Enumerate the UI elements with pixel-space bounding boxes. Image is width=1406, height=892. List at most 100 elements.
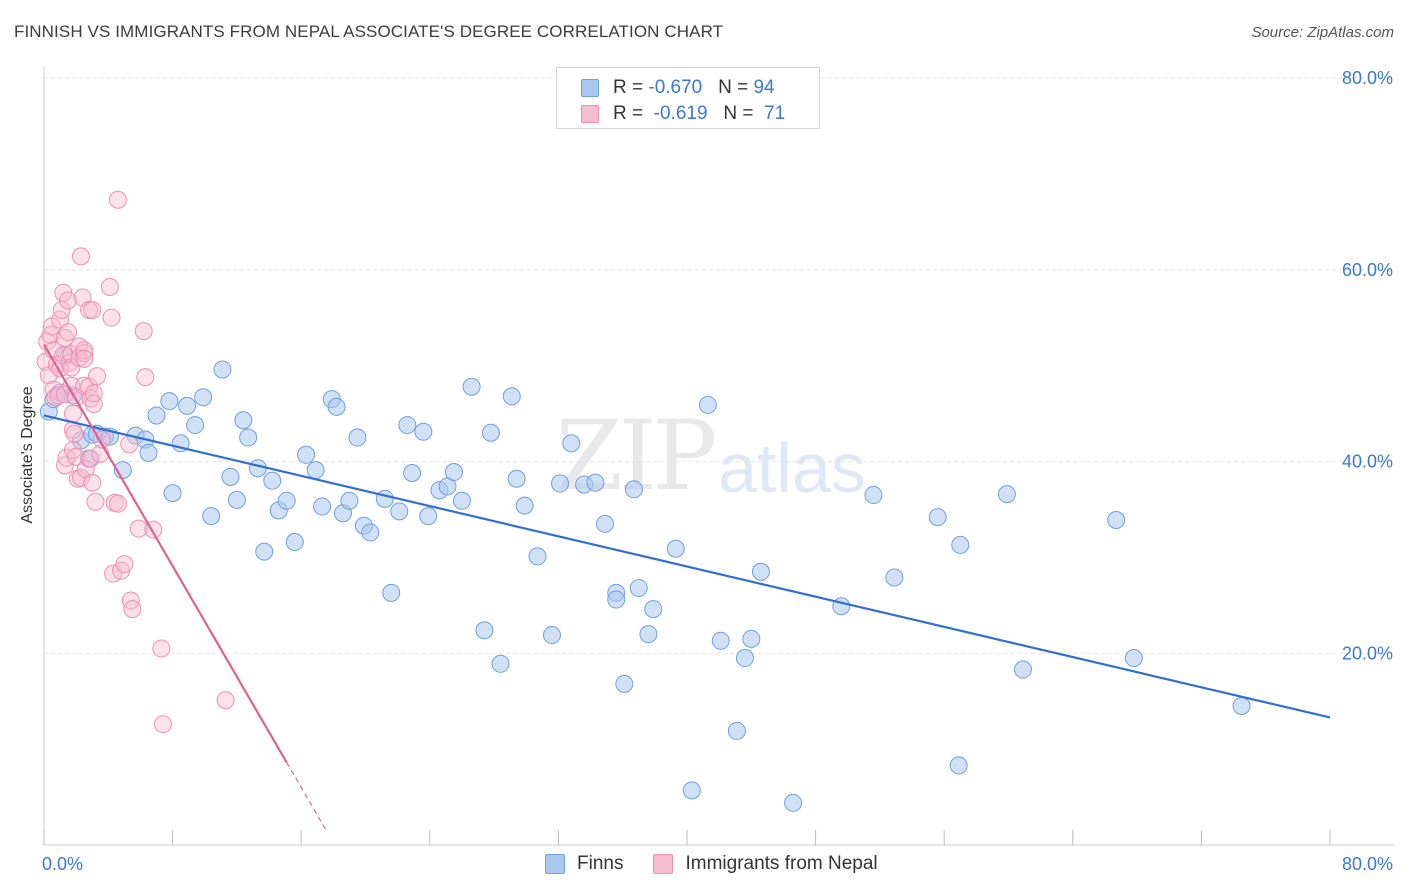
finns-point	[644, 600, 663, 619]
tick-labels: 20.0% 40.0% 60.0% 80.0% 0.0% 80.0%	[42, 68, 1393, 874]
nepal-swatch	[581, 105, 599, 123]
nepal-point	[59, 323, 78, 342]
finns-point	[542, 626, 561, 645]
finns-point	[340, 491, 359, 510]
finns-point	[255, 542, 274, 561]
finns-point	[742, 629, 761, 648]
finns-point	[178, 396, 197, 415]
nepal-point	[108, 494, 127, 513]
finns-point	[507, 469, 526, 488]
finns-point	[607, 590, 626, 609]
finns-point	[751, 562, 770, 581]
legend-label-finns: Finns	[577, 853, 624, 874]
nepal-point	[65, 424, 84, 443]
nepal-point	[153, 715, 172, 734]
r-label: R =	[613, 103, 649, 124]
nepal-point	[75, 349, 94, 368]
finns-point	[951, 535, 970, 554]
nepal-trend-line-extension	[286, 762, 328, 832]
y-tick-label: 80.0%	[1342, 68, 1393, 88]
finns-point	[481, 423, 500, 442]
y-tick-label: 20.0%	[1342, 643, 1393, 663]
finns-point	[147, 406, 166, 425]
finns-point	[398, 416, 417, 435]
x-tick-label: 0.0%	[42, 854, 83, 874]
finns-point	[551, 474, 570, 493]
finns-point	[711, 631, 730, 650]
finns-point	[163, 484, 182, 503]
nepal-point	[67, 447, 86, 466]
finns-point	[186, 416, 205, 435]
finns-trend-line	[43, 414, 1331, 719]
finns-point	[403, 464, 422, 483]
n-value: 94	[753, 77, 775, 98]
finns-point	[160, 392, 179, 411]
finns-point	[327, 397, 346, 416]
finns-point	[475, 621, 494, 640]
nepal-point	[49, 386, 68, 405]
y-tick-label: 40.0%	[1342, 452, 1393, 472]
series-legend: Finns Immigrants from Nepal	[545, 852, 908, 876]
nepal-point	[120, 435, 139, 454]
legend-label-nepal: Immigrants from Nepal	[685, 853, 878, 874]
legend-row-nepal-text: R = -0.619 N = 71	[613, 103, 785, 125]
nepal-point	[129, 519, 148, 538]
nepal-point	[71, 247, 90, 266]
finns-point	[666, 539, 685, 558]
finns-point	[375, 489, 394, 508]
n-label: N =	[718, 77, 754, 98]
finns-legend-swatch	[545, 854, 565, 874]
nepal-point	[63, 404, 82, 423]
nepal-point	[123, 600, 142, 619]
nepal-point	[59, 291, 78, 310]
y-tick-label: 60.0%	[1342, 260, 1393, 280]
finns-point	[306, 461, 325, 480]
finns-swatch	[581, 79, 599, 97]
nepal-point	[44, 380, 63, 399]
finns-point	[928, 508, 947, 527]
finns-point	[727, 721, 746, 740]
nepal-point	[81, 449, 100, 468]
chart-title: FINNISH VS IMMIGRANTS FROM NEPAL ASSOCIA…	[14, 22, 724, 41]
nepal-point	[83, 301, 102, 320]
watermark-atlas: atlas	[718, 429, 866, 507]
nepal-point	[57, 448, 76, 467]
nepal-point	[152, 639, 171, 658]
finns-point	[297, 445, 316, 464]
nepal-legend-swatch	[653, 854, 674, 874]
finns-point	[528, 547, 547, 566]
finns-point	[502, 387, 521, 406]
finns-point	[698, 395, 717, 414]
finns-point	[682, 781, 701, 800]
finns-point	[227, 490, 246, 509]
finns-point	[1232, 696, 1251, 715]
finns-point	[735, 649, 754, 668]
nepal-point	[84, 394, 103, 413]
finns-point	[639, 625, 658, 644]
nepal-point	[62, 376, 81, 395]
nepal-point	[216, 691, 235, 710]
finns-point	[221, 467, 240, 486]
correlation-legend: R = -0.670 N = 94 R = -0.619 N = 71	[556, 67, 820, 129]
finns-point	[515, 496, 534, 515]
finns-point	[239, 428, 258, 447]
finns-point	[382, 583, 401, 602]
finns-point	[213, 360, 232, 379]
finns-point	[285, 533, 304, 552]
finns-point	[444, 463, 463, 482]
nepal-point	[71, 468, 90, 487]
finns-point	[277, 491, 296, 510]
legend-item-nepal: Immigrants from Nepal	[653, 853, 878, 875]
grid-lines	[44, 77, 1394, 654]
n-label: N =	[723, 103, 759, 124]
axes	[43, 66, 1394, 846]
nepal-point	[115, 555, 134, 574]
r-value: -0.619	[653, 103, 708, 124]
nepal-point	[134, 322, 153, 341]
trend-lines	[43, 343, 1331, 832]
nepal-point	[86, 492, 105, 511]
finns-point	[361, 523, 380, 542]
nepal-point	[136, 368, 155, 387]
finns-point	[629, 579, 648, 598]
finns-point	[864, 486, 883, 505]
